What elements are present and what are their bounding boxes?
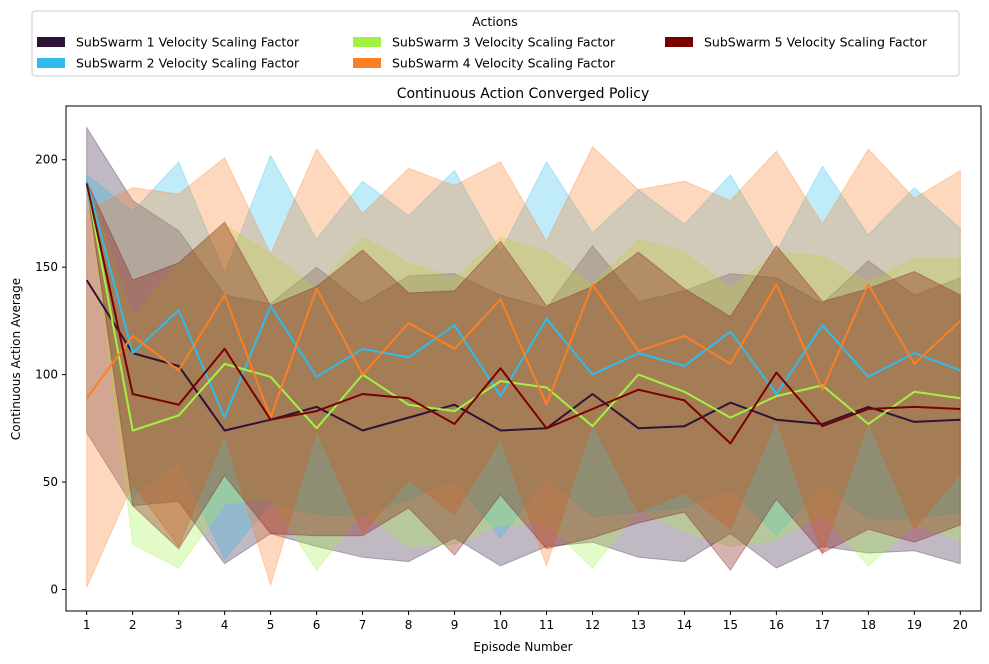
x-tick-label: 5 (267, 618, 275, 632)
legend-swatch-series-1 (37, 37, 65, 47)
band-series-5 (86, 180, 961, 572)
x-tick-label: 18 (861, 618, 876, 632)
plot-frame (65, 105, 982, 612)
band-series-3 (86, 181, 961, 572)
legend-label-series-4: SubSwarm 4 Velocity Scaling Factor (392, 56, 616, 71)
x-axis-ticks: 1 2 3 4 5 6 7 8 9 10 11 12 13 14 15 16 17 18 19 20 (83, 611, 968, 632)
x-tick-label: 9 (451, 618, 459, 632)
x-tick-label: 7 (359, 618, 367, 632)
legend-swatch-series-4 (353, 58, 381, 68)
legend-frame (31, 10, 960, 77)
x-tick-label: 17 (815, 618, 830, 632)
x-tick-label: 13 (631, 618, 646, 632)
legend-swatch-series-3 (353, 37, 381, 47)
x-tick-label: 16 (769, 618, 784, 632)
x-tick-label: 8 (405, 618, 413, 632)
y-axis-ticks: 0 50 100 150 200 (35, 153, 66, 597)
band-series-1 (86, 125, 961, 569)
legend-label-series-3: SubSwarm 3 Velocity Scaling Factor (392, 35, 616, 50)
legend-label-series-5: SubSwarm 5 Velocity Scaling Factor (704, 35, 928, 50)
line-series-4 (85, 283, 961, 419)
x-tick-label: 4 (221, 618, 229, 632)
x-tick-label: 2 (129, 618, 137, 632)
x-tick-label: 12 (585, 618, 600, 632)
y-axis-label: Continuous Action Average (9, 278, 23, 440)
line-series-1 (85, 279, 961, 432)
legend-swatch-series-2 (37, 58, 65, 68)
x-tick-label: 15 (723, 618, 738, 632)
series-lines (85, 180, 961, 445)
band-series-4 (86, 145, 961, 588)
y-tick-label: 150 (35, 260, 58, 274)
line-series-5 (85, 183, 961, 445)
x-tick-label: 6 (313, 618, 321, 632)
x-tick-label: 10 (493, 618, 508, 632)
legend-label-series-1: SubSwarm 1 Velocity Scaling Factor (76, 35, 300, 50)
chart-title: Continuous Action Converged Policy (397, 86, 650, 102)
y-tick-label: 50 (43, 475, 58, 489)
x-tick-label: 3 (175, 618, 183, 632)
legend-swatch-series-5 (665, 37, 693, 47)
x-tick-label: 11 (539, 618, 554, 632)
line-series-2 (85, 180, 961, 419)
legend-items: SubSwarm 1 Velocity Scaling Factor SubSwa… (37, 35, 928, 71)
y-tick-label: 0 (50, 583, 58, 597)
line-series-3 (85, 183, 961, 432)
x-axis-label: Episode Number (473, 640, 572, 654)
x-tick-label: 20 (953, 618, 968, 632)
x-tick-label: 1 (83, 618, 91, 632)
legend: Actions SubSwarm 1 Velocity Scaling Fact… (31, 10, 960, 77)
x-tick-label: 14 (677, 618, 692, 632)
legend-title: Actions (472, 14, 518, 29)
y-tick-label: 200 (35, 153, 58, 167)
legend-label-series-2: SubSwarm 2 Velocity Scaling Factor (76, 56, 300, 71)
x-tick-label: 19 (907, 618, 922, 632)
y-tick-label: 100 (35, 368, 58, 382)
